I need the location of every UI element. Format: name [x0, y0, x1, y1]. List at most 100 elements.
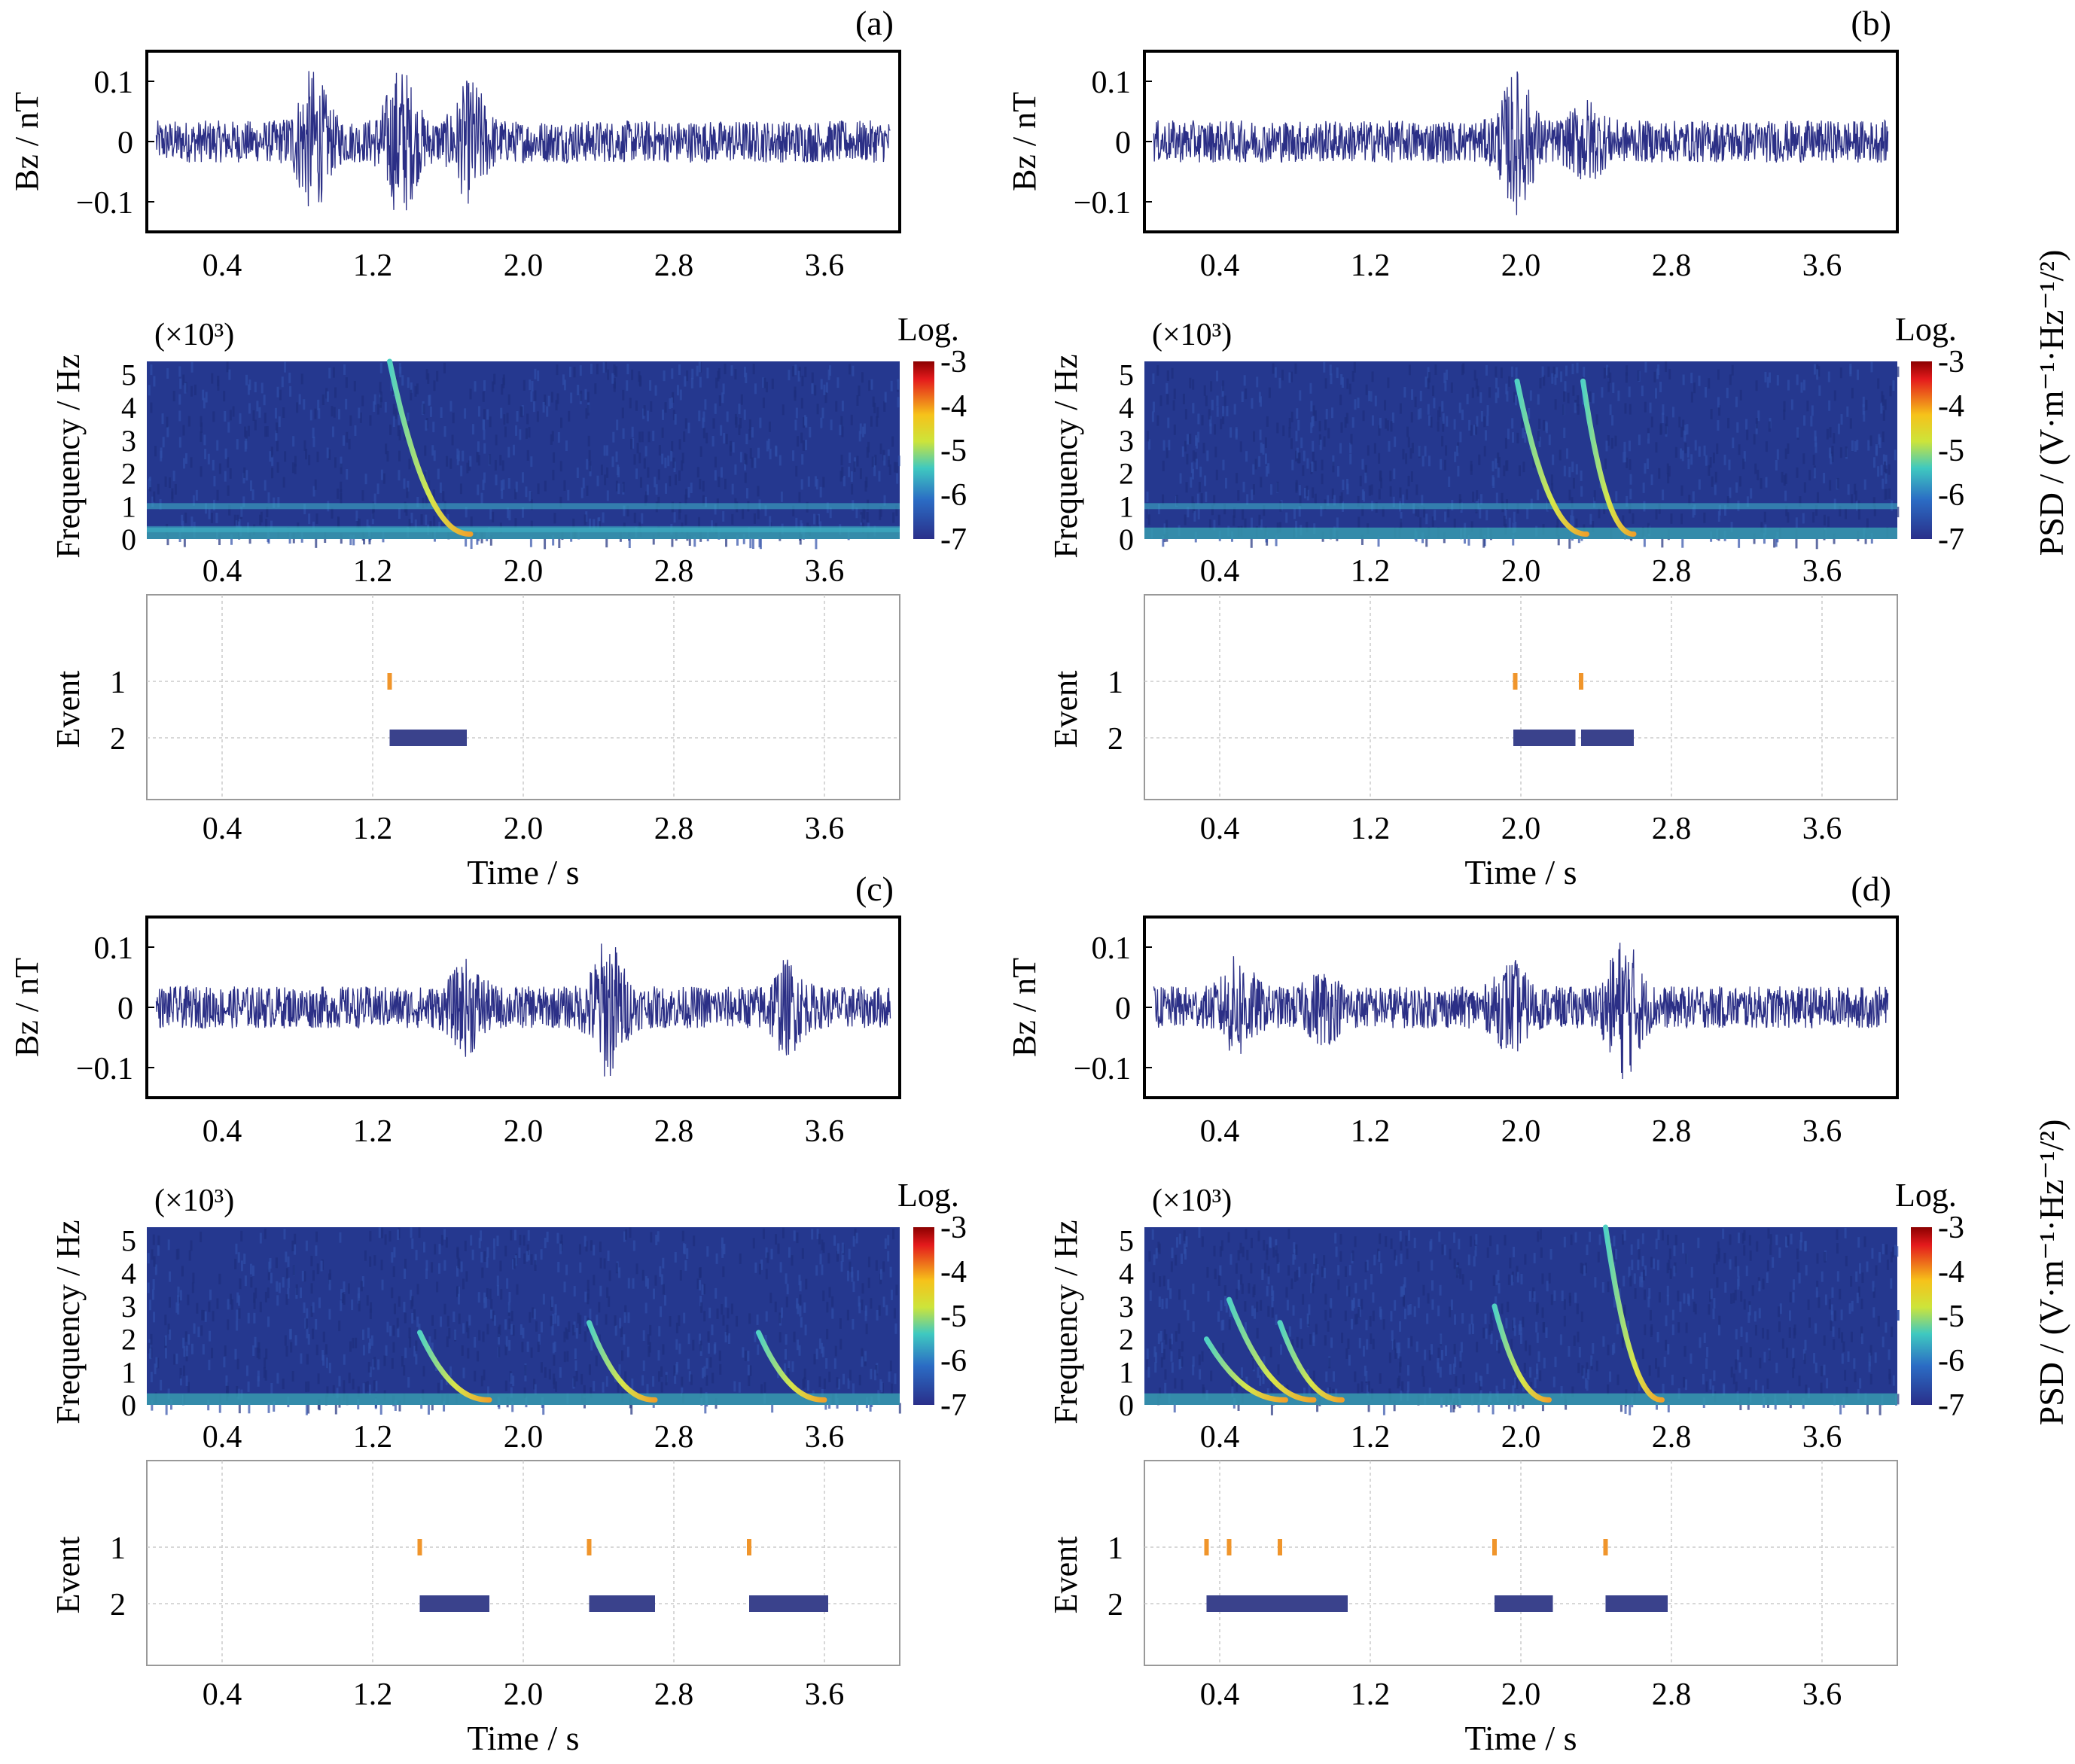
spectrogram-speckle: [162, 437, 165, 448]
spectrogram-speckle: [276, 1295, 279, 1306]
spectrogram-speckle: [1246, 494, 1249, 505]
spectrogram-speckle: [1164, 1369, 1167, 1380]
spectrogram-speckle: [749, 1365, 752, 1376]
spectrogram-speckle: [1637, 1238, 1640, 1250]
spectrogram-speckle: [1470, 1280, 1473, 1291]
spectrogram-speckle: [1857, 1286, 1860, 1297]
spectrogram-speckle: [639, 477, 642, 488]
spectrogram-speckle: [540, 1249, 543, 1260]
spectrogram-speckle: [271, 455, 274, 466]
event-xtick-label: 3.6: [1802, 1677, 1842, 1712]
spectrogram-speckle: [1512, 535, 1515, 546]
spectrogram-speckle: [212, 411, 215, 422]
spectrogram-speckle: [1851, 1300, 1854, 1312]
spectrogram-speckle: [1442, 421, 1445, 432]
spectrogram-speckle: [1488, 1324, 1492, 1335]
spectrogram-speckle: [687, 1358, 690, 1369]
spectrogram-speckle: [256, 1347, 259, 1358]
spectrogram-speckle: [1400, 1239, 1403, 1251]
spectrogram-speckle: [897, 455, 900, 467]
spectrogram-speckle: [264, 1228, 267, 1239]
spectrogram-speckle: [1285, 1287, 1288, 1298]
spectrogram-speckle: [1574, 402, 1577, 413]
spectrogram-speckle: [1787, 1235, 1790, 1246]
spectrogram-speckle: [282, 1277, 285, 1288]
spectrogram-speckle: [270, 520, 273, 532]
spectrogram-speckle: [1321, 1266, 1324, 1278]
spectrogram-speckle: [703, 1311, 706, 1322]
spectrogram-speckle: [1162, 1348, 1165, 1360]
spectrogram-speckle: [626, 380, 629, 391]
spectrogram-speckle: [618, 1364, 621, 1376]
spectrogram-speckle: [723, 1243, 726, 1254]
spectrogram-speckle: [391, 1357, 394, 1369]
spectrogram-speckle: [1306, 458, 1309, 469]
spectrogram-speckle: [1257, 1230, 1260, 1242]
spectrogram-speckle: [515, 481, 518, 492]
spectrogram-speckle: [801, 1248, 804, 1259]
spectrogram-speckle: [1718, 504, 1721, 516]
spectrogram-speckle: [227, 1385, 230, 1397]
spectrogram-speckle: [1685, 1254, 1688, 1265]
spectrogram-speckle: [1319, 439, 1322, 450]
spectrogram-speckle: [1357, 1306, 1360, 1318]
spectrogram-speckle: [1475, 378, 1478, 389]
spectrogram-speckle: [1198, 481, 1201, 492]
spectrogram-speckle: [1388, 440, 1391, 452]
spectrogram-speckle: [769, 1292, 772, 1303]
spectrogram-speckle: [1833, 433, 1836, 444]
spectrogram-speckle: [1743, 1299, 1746, 1310]
spectrogram-speckle: [1644, 1265, 1647, 1276]
spectrogram-speckle: [422, 1366, 425, 1377]
spectrogram-speckle: [1390, 1311, 1393, 1322]
spectrogram-speckle: [749, 538, 752, 549]
spectrogram-speckle: [376, 483, 379, 495]
spectrogram-speckle: [362, 1345, 365, 1356]
spectrogram-speckle: [292, 1265, 295, 1276]
spectrogram-speckle: [401, 375, 404, 386]
spectrogram-speckle: [182, 1337, 185, 1348]
spectrogram-speckle: [1162, 440, 1165, 451]
event2-bar: [1206, 1595, 1348, 1612]
spectrogram-speckle: [811, 372, 814, 383]
spectrogram-speckle: [782, 404, 785, 416]
spectrogram-speckle: [373, 493, 376, 504]
psd-label-bottom: PSD / (V·m⁻¹·Hz⁻¹/²): [2032, 1120, 2070, 1426]
spectrogram-speckle: [204, 449, 207, 460]
spectrogram-speckle: [457, 1286, 460, 1297]
spectrogram-speckle: [321, 1350, 325, 1361]
spectrogram-speckle: [1657, 1366, 1660, 1378]
spectrogram-speckle: [1812, 454, 1815, 465]
spectrogram-speckle: [200, 1325, 203, 1336]
spectrogram-speckle: [562, 374, 565, 385]
spectrogram-speckle: [1836, 1243, 1839, 1254]
spectrogram-speckle: [1359, 475, 1362, 486]
spectrogram-speckle: [1250, 517, 1253, 529]
spectrogram-speckle: [1455, 1267, 1458, 1278]
spectrogram-speckle: [1348, 1354, 1351, 1366]
spectrogram-speckle: [748, 1376, 751, 1387]
spec-ytick-label: 3: [1119, 1290, 1134, 1324]
spectrogram-speckle: [501, 460, 504, 471]
spectrogram-speckle: [529, 1312, 532, 1323]
spectrogram-speckle: [487, 1386, 490, 1397]
spectrogram-speckle: [1296, 1269, 1299, 1281]
spectrogram-speckle: [182, 374, 185, 385]
spectrogram-speckle: [1175, 1331, 1178, 1342]
spectrogram-speckle: [294, 1233, 297, 1245]
spectrogram-speckle: [1146, 431, 1149, 442]
spectrogram-speckle: [542, 1293, 545, 1305]
spectrogram-speckle: [893, 1308, 896, 1319]
spectrogram-speckle: [896, 473, 899, 484]
spectrogram-speckle: [1280, 1344, 1283, 1355]
spectrogram-speckle: [1522, 462, 1525, 473]
spectrogram-speckle: [325, 388, 328, 399]
spectrogram-speckle: [270, 1383, 273, 1394]
spectrogram-speckle: [356, 518, 359, 529]
spectrogram-speckle: [460, 1261, 463, 1272]
spectrogram-speckle: [358, 407, 361, 419]
spectrogram-speckle: [699, 446, 702, 457]
spectrogram-speckle: [1552, 454, 1555, 465]
spectrogram-speckle: [1242, 1246, 1245, 1257]
spectrogram-speckle: [1217, 514, 1220, 526]
